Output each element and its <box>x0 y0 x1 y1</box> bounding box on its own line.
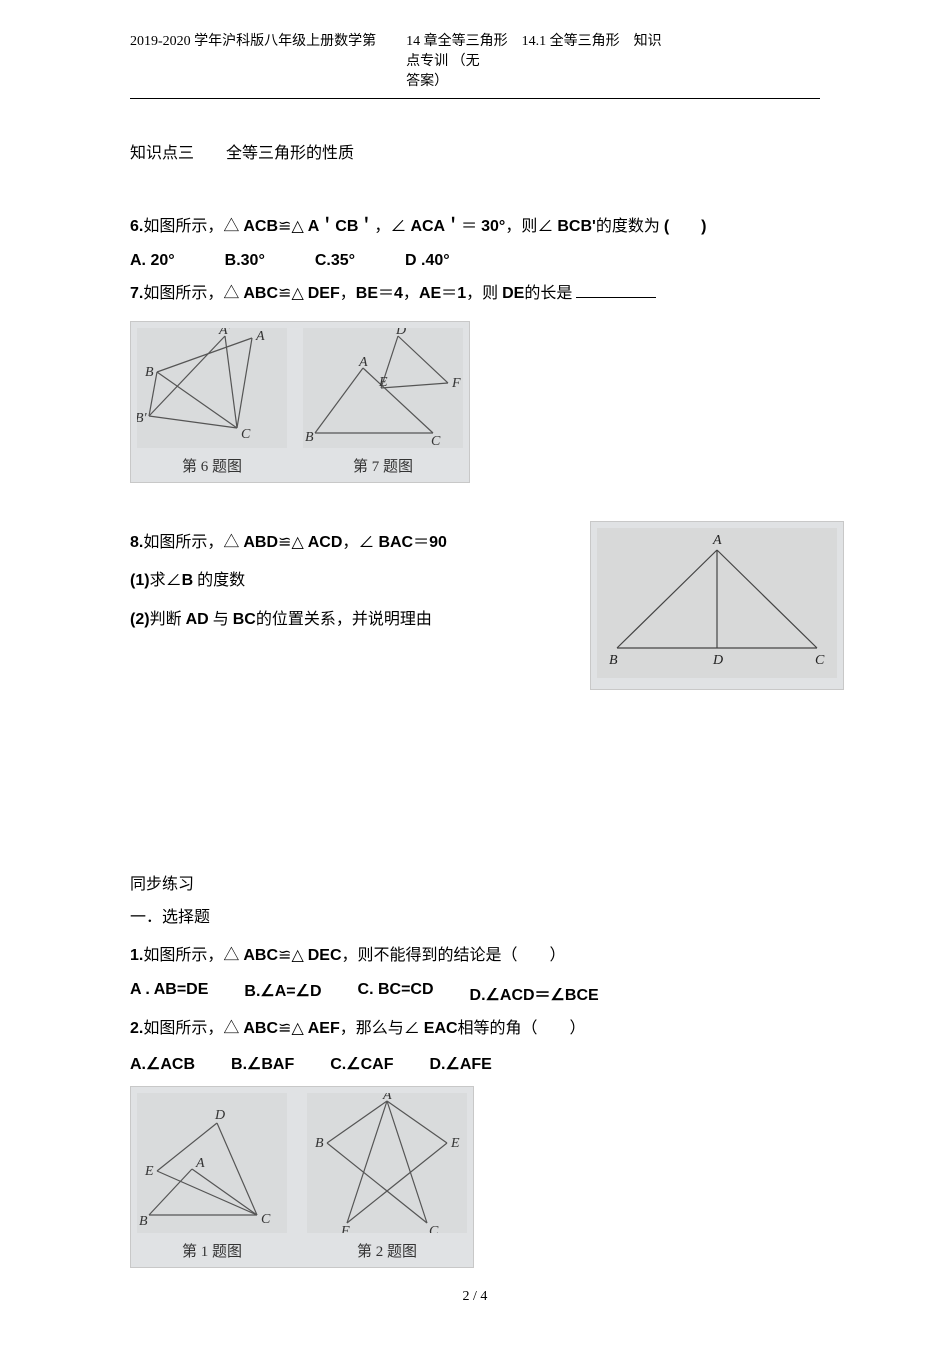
fig8-svg: B D C A <box>597 528 837 678</box>
sq1-opt-d: D.∠ACD＝∠BCE <box>470 981 599 1005</box>
spacer <box>130 690 820 870</box>
figS2-svg: F C B E A <box>307 1093 467 1233</box>
svg-text:A: A <box>382 1093 392 1103</box>
q6-text: 如图所示，△ ACB≌△ A＇CB＇，∠ ACA＇＝ 30°，则∠ BCB'的度… <box>143 218 706 235</box>
sync-sub: 一．选择题 <box>130 904 820 933</box>
svg-text:B: B <box>315 1136 324 1151</box>
header-rule <box>130 98 820 99</box>
svg-text:C: C <box>815 653 825 668</box>
svg-text:B: B <box>305 430 314 445</box>
header-mid: 14 章全等三角形 14.1 全等三角形 知识点专训 （无 答案） <box>406 30 666 90</box>
fig-1-2-box: B C A E D 第 1 题图 F C B E A 第 2 题图 <box>130 1086 474 1268</box>
q8-line1: 8.如图所示，△ ABD≌△ ACD，∠ BAC＝90 <box>130 529 530 558</box>
q6-opt-c: C.35° <box>315 252 355 270</box>
sq2-opt-d: D.∠AFE <box>429 1054 491 1074</box>
header-mid-line2: 答案） <box>406 70 666 90</box>
q8-line2: (1)求∠B 的度数 <box>130 567 530 596</box>
svg-text:A': A' <box>218 328 232 338</box>
q6-options: A. 20° B.30° C.35° D .40° <box>130 252 820 270</box>
page-header: 2019-2020 学年沪科版八年级上册数学第 14 章全等三角形 14.1 全… <box>0 0 950 96</box>
sq2-options: A.∠ACB B.∠BAF C.∠CAF D.∠AFE <box>130 1054 820 1074</box>
q7-blank <box>576 297 656 298</box>
q8-fig-box: B D C A <box>590 521 844 690</box>
q7-line: 7.如图所示，△ ABC≌△ DEF，BE＝4，AE＝1，则 DE的长是 <box>130 280 820 309</box>
q7-num: 7. <box>130 285 143 302</box>
svg-text:C: C <box>261 1212 271 1227</box>
header-mid-line1: 14 章全等三角形 14.1 全等三角形 知识点专训 （无 <box>406 30 666 70</box>
svg-text:B: B <box>139 1214 148 1229</box>
header-left: 2019-2020 学年沪科版八年级上册数学第 <box>130 30 406 90</box>
fig7-wrap: B C AE D F 第 7 题图 <box>303 328 463 476</box>
sq2-line: 2.如图所示，△ ABC≌△ AEF，那么与∠ EAC相等的角（ ） <box>130 1015 820 1044</box>
fig7-svg: B C AE D F <box>303 328 463 448</box>
fig7-caption: 第 7 题图 <box>303 455 463 476</box>
svg-text:A: A <box>712 533 722 548</box>
q6-opt-b: B.30° <box>225 252 265 270</box>
svg-text:A: A <box>358 355 368 370</box>
q6-num: 6. <box>130 218 143 235</box>
fig-6-7-row: BB'CAA' 第 6 题图 BCAEDF 第 7 题图 <box>137 328 463 476</box>
svg-text:E: E <box>378 375 388 390</box>
q6-line: 6.如图所示，△ ACB≌△ A＇CB＇，∠ ACA＇＝ 30°，则∠ BCB'… <box>130 213 820 242</box>
fig-6-7-box: BB'CAA' 第 6 题图 BCAEDF 第 7 题图 <box>130 321 470 483</box>
svg-text:A: A <box>195 1156 205 1171</box>
q8-l3-num: (2) <box>130 611 150 628</box>
sq2-opt-c: C.∠CAF <box>330 1054 393 1074</box>
section-title: 知识点三 全等三角形的性质 <box>130 139 820 163</box>
sq1-options: A . AB=DE B.∠A=∠D C. BC=CD D.∠ACD＝∠BCE <box>130 981 820 1005</box>
page-footer: 2 / 4 <box>0 1289 950 1305</box>
svg-text:D: D <box>214 1108 225 1123</box>
figS1-svg: B C A E D <box>137 1093 287 1233</box>
fig6-svg: B B' C A A' <box>137 328 287 448</box>
sq1-num: 1. <box>130 947 143 964</box>
svg-text:C: C <box>241 427 251 442</box>
q6-opt-a: A. 20° <box>130 252 175 270</box>
q8-block: 8.如图所示，△ ABD≌△ ACD，∠ BAC＝90 (1)求∠B 的度数 (… <box>130 519 820 690</box>
sq1-line: 1.如图所示，△ ABC≌△ DEC，则不能得到的结论是（ ） <box>130 942 820 971</box>
fig1-wrap: B C A E D 第 1 题图 <box>137 1093 287 1261</box>
fig2-wrap: F C B E A 第 2 题图 <box>307 1093 467 1261</box>
svg-text:C: C <box>429 1224 439 1233</box>
svg-text:F: F <box>340 1224 350 1233</box>
fig6-wrap: B B' C A A' 第 6 题图 <box>137 328 287 476</box>
sq2-opt-a: A.∠ACB <box>130 1054 195 1074</box>
q8-line3: (2)判断 AD 与 BC的位置关系，并说明理由 <box>130 606 530 635</box>
svg-text:C: C <box>431 434 441 448</box>
sq1-opt-b: B.∠A=∠D <box>244 981 321 1005</box>
q7-text: 如图所示，△ ABC≌△ DEF，BE＝4，AE＝1，则 DE的长是 <box>143 285 656 302</box>
content-area: 知识点三 全等三角形的性质 6.如图所示，△ ACB≌△ A＇CB＇，∠ ACA… <box>0 139 950 1268</box>
svg-text:A: A <box>255 329 265 344</box>
sync-title: 同步练习 <box>130 870 820 894</box>
svg-text:E: E <box>450 1136 460 1151</box>
svg-text:E: E <box>144 1164 154 1179</box>
sq1-opt-c: C. BC=CD <box>358 981 434 1005</box>
fig1-caption: 第 1 题图 <box>137 1240 287 1261</box>
svg-text:B': B' <box>137 411 148 426</box>
fig2-caption: 第 2 题图 <box>307 1240 467 1261</box>
sq2-opt-b: B.∠BAF <box>231 1054 294 1074</box>
svg-text:B: B <box>609 653 618 668</box>
fig6-caption: 第 6 题图 <box>137 455 287 476</box>
sq2-num: 2. <box>130 1020 143 1037</box>
q8-left: 8.如图所示，△ ABD≌△ ACD，∠ BAC＝90 (1)求∠B 的度数 (… <box>130 519 530 645</box>
fig-1-2-row: B C A E D 第 1 题图 F C B E A 第 2 题图 <box>137 1093 467 1261</box>
svg-text:D: D <box>395 328 406 338</box>
q6-opt-d: D .40° <box>405 252 450 270</box>
q8-num: 8. <box>130 534 143 551</box>
svg-text:F: F <box>451 376 461 391</box>
sq1-opt-a: A . AB=DE <box>130 981 208 1005</box>
q8-l2-num: (1) <box>130 572 150 589</box>
svg-text:B: B <box>145 365 154 380</box>
svg-text:D: D <box>712 653 723 668</box>
